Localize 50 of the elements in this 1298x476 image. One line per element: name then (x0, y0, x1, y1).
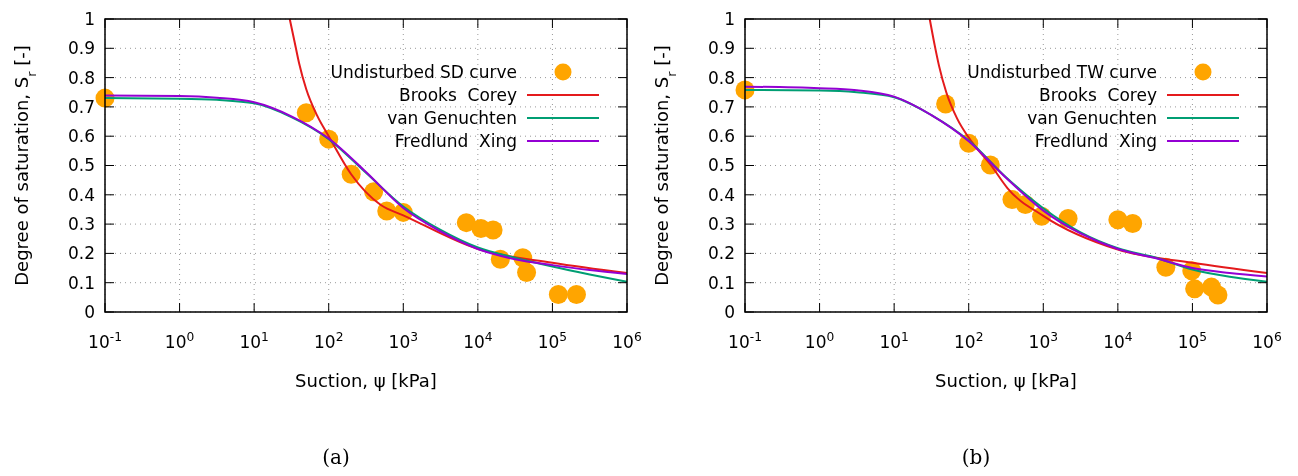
x-tick-label: 10$^{3}$ (1028, 330, 1058, 352)
y-tick-label: 0.3 (67, 214, 95, 235)
legend-label: Brooks Corey (399, 84, 517, 105)
y-tick-label: 0.1 (707, 272, 735, 293)
y-tick-label: 0.8 (707, 67, 735, 88)
y-tick-label: 0.9 (707, 38, 735, 59)
x-tick-label: 10$^{-1}$ (88, 330, 122, 352)
legend-label: van Genuchten (387, 107, 517, 128)
y-tick-label: 1 (84, 8, 95, 29)
y-tick-label: 0.2 (707, 243, 735, 264)
y-tick-label: 0.6 (707, 126, 735, 147)
x-tick-label: 10$^{1}$ (879, 330, 909, 352)
legend-label: Brooks Corey (1039, 84, 1157, 105)
x-tick-label: 10$^{6}$ (612, 330, 642, 352)
x-axis-title: Suction, ψ [kPa] (935, 370, 1077, 391)
text: (a) (322, 445, 350, 469)
x-tick-label: 10$^{4}$ (1103, 330, 1133, 352)
y-tick-label: 0.7 (67, 96, 95, 117)
x-tick-label: 10$^{6}$ (1252, 330, 1282, 352)
x-axis-title: Suction, ψ [kPa] (295, 370, 437, 391)
y-tick-label: 0 (84, 301, 95, 322)
y-tick-label: 0.5 (707, 155, 735, 176)
x-tick-label: 10$^{0}$ (804, 330, 835, 352)
y-tick-label: 0.7 (707, 96, 735, 117)
x-tick-label: 10$^{-1}$ (728, 330, 762, 352)
x-tick-label: 10$^{5}$ (1177, 330, 1208, 352)
x-tick-label: 10$^{2}$ (954, 330, 984, 352)
legend-label: Fredlund Xing (1034, 130, 1157, 151)
x-tick-label: 10$^{1}$ (239, 330, 269, 352)
x-tick-label: 10$^{0}$ (164, 330, 195, 352)
legend-label: Undisturbed SD curve (330, 61, 517, 82)
legend-label: Fredlund Xing (394, 130, 517, 151)
y-tick-label: 0.3 (707, 214, 735, 235)
y-tick-label: 0.8 (67, 67, 95, 88)
x-tick-label: 10$^{3}$ (388, 330, 418, 352)
y-tick-label: 0.9 (67, 38, 95, 59)
y-tick-label: 1 (724, 8, 735, 29)
y-tick-label: 0 (724, 301, 735, 322)
y-tick-label: 0.6 (67, 126, 95, 147)
legend-label: van Genuchten (1027, 107, 1157, 128)
y-tick-label: 0.5 (67, 155, 95, 176)
y-tick-label: 0.1 (67, 272, 95, 293)
x-tick-label: 10$^{5}$ (537, 330, 568, 352)
y-tick-label: 0.4 (707, 184, 735, 205)
x-tick-label: 10$^{4}$ (463, 330, 493, 352)
x-tick-label: 10$^{2}$ (314, 330, 344, 352)
legend-label: Undisturbed TW curve (967, 61, 1157, 82)
text: (b) (961, 445, 991, 469)
y-tick-label: 0.4 (67, 184, 95, 205)
y-tick-label: 0.2 (67, 243, 95, 264)
